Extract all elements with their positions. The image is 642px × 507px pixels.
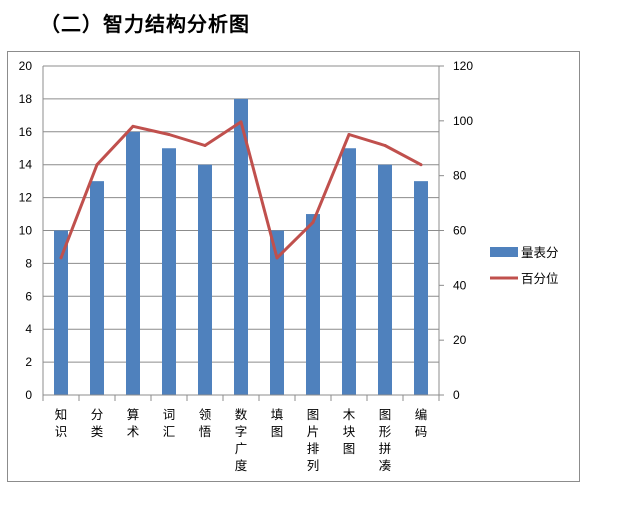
line-point: [131, 124, 135, 128]
line-point: [59, 256, 63, 260]
bar: [162, 148, 176, 395]
y-left-tick-label: 20: [19, 59, 33, 73]
y-left-tick-label: 0: [25, 388, 32, 402]
line-point: [95, 163, 99, 167]
line-point: [275, 256, 279, 260]
bar: [90, 181, 104, 395]
legend-bar-label: 量表分: [521, 245, 559, 260]
legend-line-label: 百分位: [521, 271, 559, 286]
y-left-tick-label: 4: [25, 322, 32, 336]
y-left-tick-label: 10: [19, 224, 33, 238]
y-left-tick-label: 18: [19, 92, 33, 106]
bar: [414, 181, 428, 395]
line-point: [347, 133, 351, 137]
line-series: [59, 120, 423, 260]
legend-bar-swatch: [490, 247, 518, 257]
x-category-label: 算术: [127, 407, 140, 439]
line-point: [311, 220, 315, 224]
y-left-tick-label: 16: [19, 125, 33, 139]
y-right-tick-label: 80: [453, 169, 467, 183]
page-title: （二）智力结构分析图: [40, 12, 250, 36]
line-point: [419, 163, 423, 167]
y-right-tick-label: 0: [453, 388, 460, 402]
bar: [306, 214, 320, 395]
bar: [234, 98, 248, 396]
y-right-tick-label: 60: [453, 224, 467, 238]
bar: [342, 148, 356, 395]
y-left-tick-label: 2: [25, 355, 32, 369]
y-right-tick-label: 100: [453, 114, 473, 128]
line-point: [167, 133, 171, 137]
x-category-label: 领悟: [199, 407, 212, 439]
bar: [270, 230, 284, 395]
line-point: [383, 144, 387, 148]
y-right-tick-label: 120: [453, 59, 473, 73]
y-right-tick-label: 40: [453, 278, 467, 292]
x-category-label: 图形拼凑: [379, 407, 392, 473]
y-left-tick-label: 6: [25, 289, 32, 303]
y-left-tick-label: 8: [25, 256, 32, 270]
x-category-label: 知识: [55, 407, 68, 439]
y-left-tick-label: 14: [19, 158, 33, 172]
x-category-label: 木块图: [343, 407, 356, 456]
axes: 0 2 4 6 8 10 12 14 16 18 20 0 20 40 60 80 100 120 知识分类算术词汇…: [19, 59, 474, 473]
chart-frame: [7, 51, 580, 482]
line-point: [203, 144, 207, 148]
bar: [54, 230, 68, 395]
x-category-label: 词汇: [163, 407, 176, 439]
y-right-tick-label: 20: [453, 333, 467, 347]
bar: [378, 164, 392, 395]
x-category-label: 图片排列: [307, 407, 320, 473]
bar-series: [54, 98, 428, 396]
bar: [126, 131, 140, 396]
x-category-label: 编码: [415, 407, 428, 439]
y-left-tick-label: 12: [19, 191, 33, 205]
x-category-label: 分类: [91, 407, 104, 439]
x-category-label: 填图: [271, 407, 284, 439]
bar: [198, 164, 212, 395]
line-point: [239, 120, 243, 124]
x-category-label: 数字广度: [235, 407, 248, 473]
